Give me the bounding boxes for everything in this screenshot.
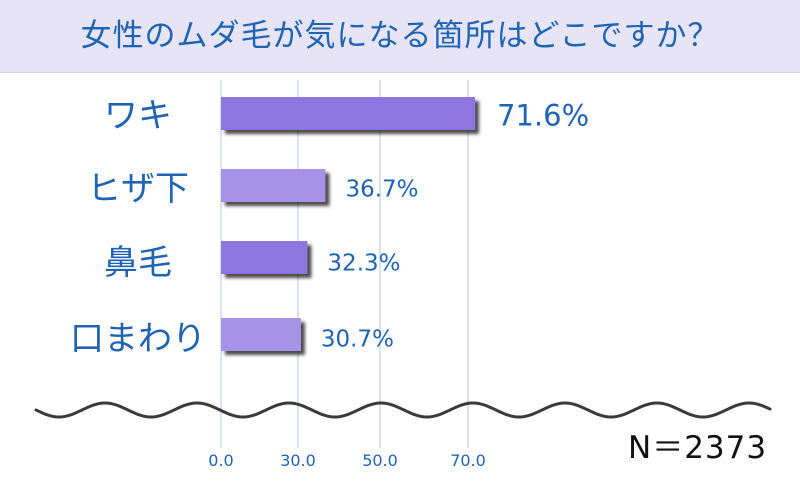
value-label-0: 71.6%	[497, 98, 589, 132]
value-label-1: 36.7%	[345, 176, 418, 202]
category-label-1: ヒザ下	[87, 169, 189, 209]
x-tick-label-3: 70.0	[450, 451, 486, 470]
bar-2	[221, 241, 308, 274]
category-label-2: 鼻毛	[104, 243, 172, 283]
axis-break-wave	[34, 401, 772, 419]
value-label-3: 30.7%	[321, 326, 394, 352]
sample-size-label: N＝2373	[628, 430, 768, 466]
x-tick-label-0: 0.0	[208, 451, 233, 470]
category-label-3: 口まわり	[70, 319, 206, 359]
bar-0	[221, 97, 476, 130]
bar-3	[221, 318, 301, 351]
x-tick-label-2: 50.0	[362, 451, 398, 470]
x-tick-label-1: 30.0	[280, 451, 316, 470]
chart-title: 女性のムダ毛が気になる箇所はどこですか？	[80, 18, 720, 54]
category-label-0: ワキ	[104, 96, 172, 136]
title-banner	[0, 0, 800, 73]
value-label-2: 32.3%	[327, 250, 400, 276]
bar-1	[221, 169, 326, 202]
